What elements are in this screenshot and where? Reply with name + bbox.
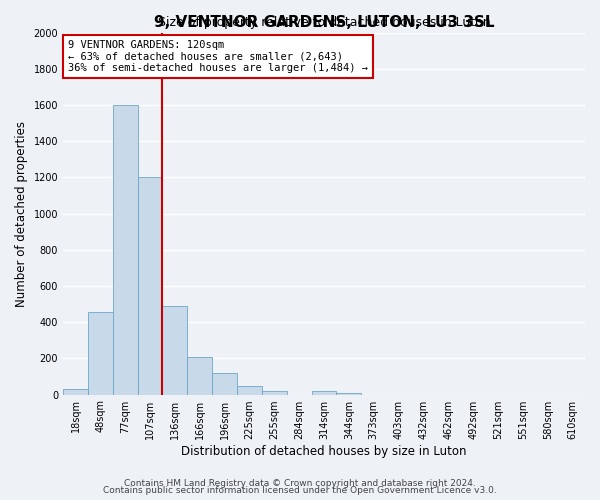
Text: 9 VENTNOR GARDENS: 120sqm
← 63% of detached houses are smaller (2,643)
36% of se: 9 VENTNOR GARDENS: 120sqm ← 63% of detac… [68, 40, 368, 73]
X-axis label: Distribution of detached houses by size in Luton: Distribution of detached houses by size … [181, 444, 467, 458]
Bar [88, 312, 113, 394]
Bar [262, 391, 287, 394]
Text: Contains public sector information licensed under the Open Government Licence v3: Contains public sector information licen… [103, 486, 497, 495]
Title: 9, VENTNOR GARDENS, LUTON, LU3 3SL: 9, VENTNOR GARDENS, LUTON, LU3 3SL [154, 15, 494, 30]
Text: Size of property relative to detached houses in Luton: Size of property relative to detached ho… [158, 16, 490, 29]
Y-axis label: Number of detached properties: Number of detached properties [15, 120, 28, 306]
Bar [311, 391, 337, 394]
Bar [137, 178, 163, 394]
Bar [337, 393, 361, 394]
Text: Contains HM Land Registry data © Crown copyright and database right 2024.: Contains HM Land Registry data © Crown c… [124, 478, 476, 488]
Bar [212, 373, 237, 394]
Bar [187, 356, 212, 395]
Bar [63, 389, 88, 394]
Bar [113, 105, 137, 395]
Bar [163, 306, 187, 394]
Bar [237, 386, 262, 394]
